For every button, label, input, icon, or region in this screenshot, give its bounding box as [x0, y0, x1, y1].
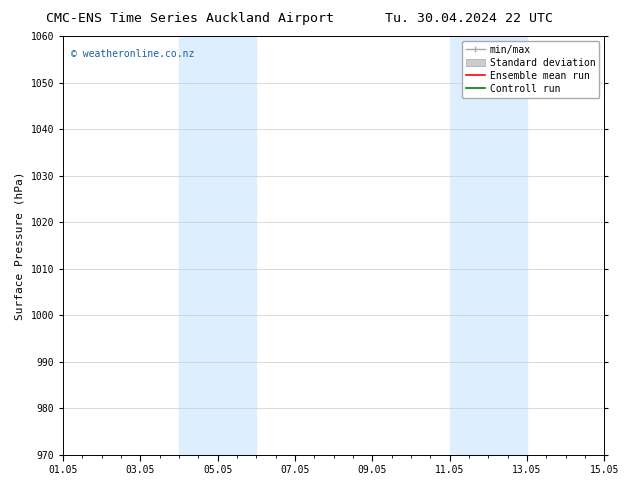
Bar	[179, 36, 256, 455]
Bar	[450, 36, 527, 455]
Legend: min/max, Standard deviation, Ensemble mean run, Controll run: min/max, Standard deviation, Ensemble me…	[462, 41, 600, 98]
Text: Tu. 30.04.2024 22 UTC: Tu. 30.04.2024 22 UTC	[385, 12, 553, 25]
Y-axis label: Surface Pressure (hPa): Surface Pressure (hPa)	[15, 171, 25, 319]
Text: CMC-ENS Time Series Auckland Airport: CMC-ENS Time Series Auckland Airport	[46, 12, 334, 25]
Text: © weatheronline.co.nz: © weatheronline.co.nz	[71, 49, 195, 59]
